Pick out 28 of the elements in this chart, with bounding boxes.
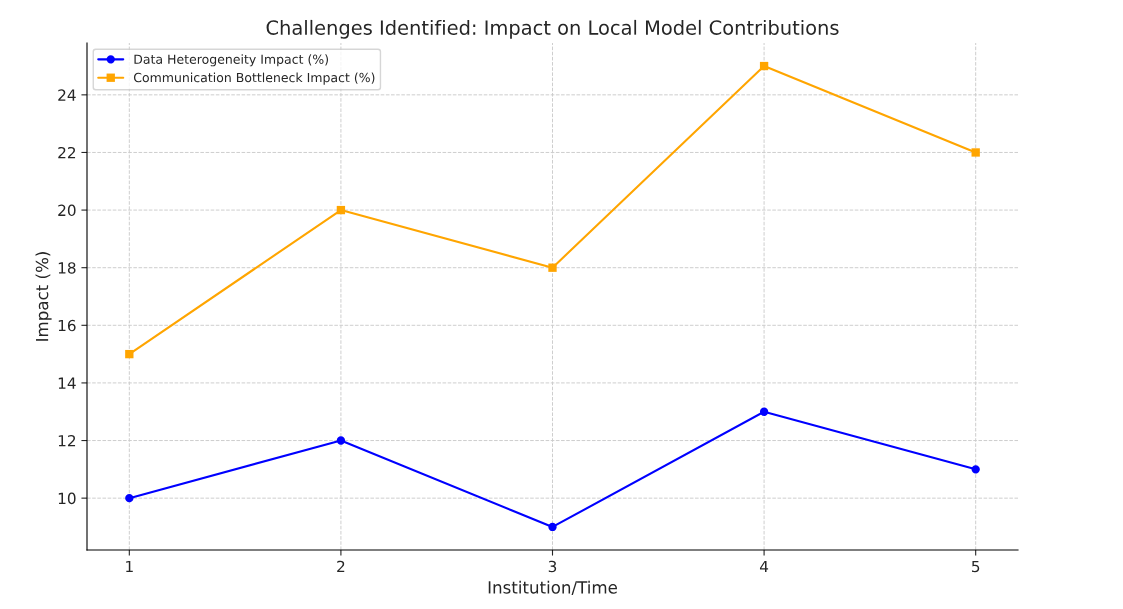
point [548,263,557,272]
x-tick-label: 1 [126,560,133,573]
y-tick-label: 14 [58,377,76,389]
y-tick-label: 16 [58,319,76,332]
chart-title: Challenges Identified: Impact on Local Model Contributions [266,19,839,39]
y-tick-label: 22 [58,146,76,159]
y-tick-label: 18 [58,262,76,274]
point [971,465,980,474]
x-tick-label: 5 [972,560,980,573]
point [336,205,346,215]
point [336,436,346,445]
point [759,407,769,416]
legend-label: Data Heterogeneity Impact (%) [134,54,328,67]
point [125,349,134,359]
point [125,493,134,503]
x-tick-label: 3 [548,560,557,573]
y-axis-title: Impact (%) [35,252,52,341]
y-tick-label: 20 [58,204,76,217]
point [759,61,769,71]
x-tick-label: 4 [759,560,769,573]
y-tick-label: 24 [58,89,76,101]
y-tick-label: 12 [58,435,76,447]
point [548,522,557,532]
legend-label: Communication Bottleneck Impact (%) [133,72,375,85]
point [971,148,980,157]
x-tick-label: 2 [337,560,345,573]
x-axis-title: Institution/Time [488,580,617,595]
y-tick-label: 10 [58,492,76,505]
